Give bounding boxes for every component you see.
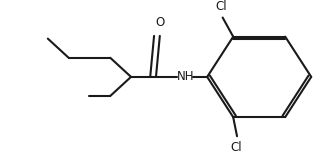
Text: Cl: Cl bbox=[231, 141, 242, 153]
Text: Cl: Cl bbox=[215, 0, 227, 13]
Text: NH: NH bbox=[177, 70, 194, 83]
Text: O: O bbox=[155, 16, 164, 29]
